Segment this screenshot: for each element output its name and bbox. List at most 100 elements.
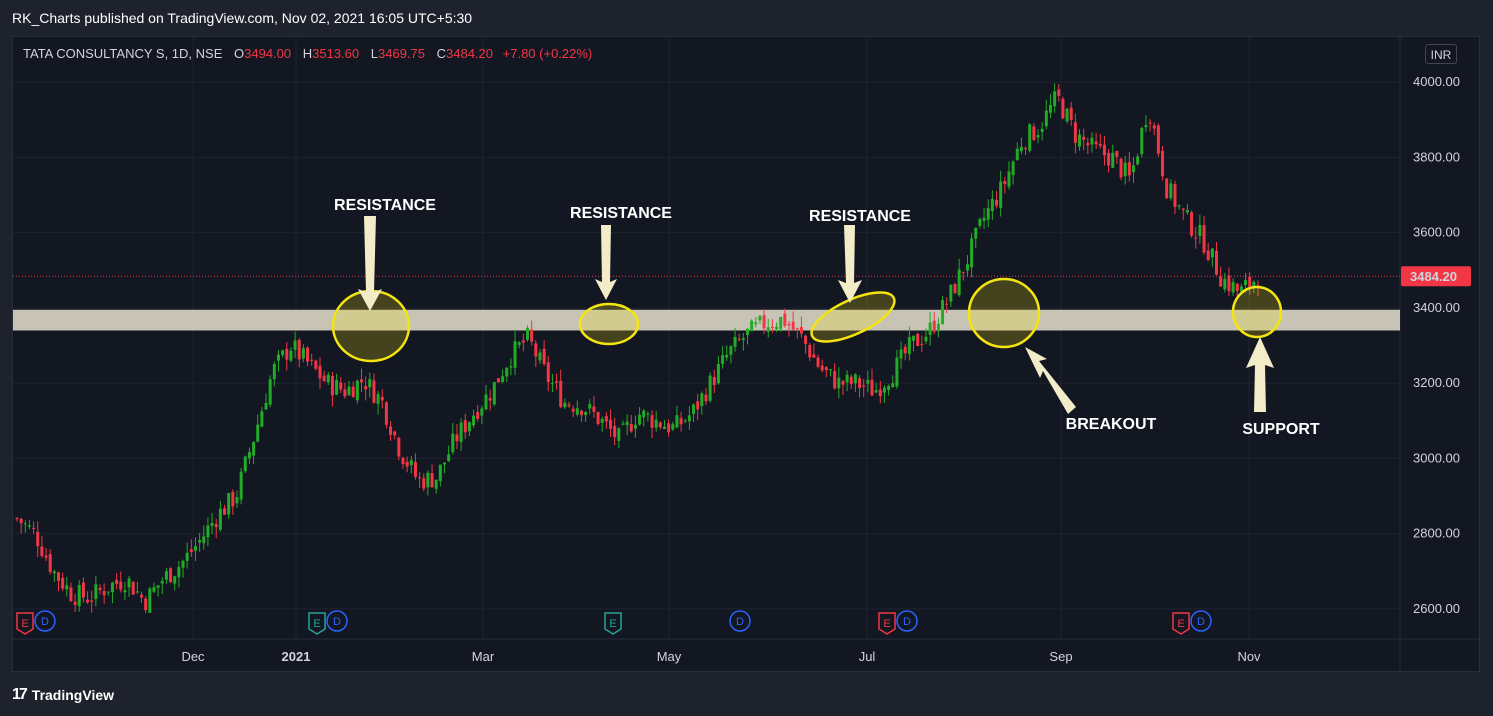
candle-body — [795, 328, 799, 330]
candle-body — [1239, 286, 1243, 292]
candle-body — [633, 424, 637, 429]
candle-body — [36, 531, 40, 547]
candle-body — [231, 492, 235, 507]
candle-body — [1223, 278, 1227, 290]
dividend-event-icon — [326, 610, 348, 632]
candle-body — [687, 415, 691, 422]
candle-body — [920, 343, 924, 345]
candle-body — [492, 381, 496, 405]
candle-body — [841, 381, 845, 385]
candle-body — [588, 403, 592, 409]
candle-body — [1165, 178, 1169, 199]
candle-body — [264, 402, 268, 410]
candle-body — [621, 423, 625, 425]
candle-body — [127, 578, 131, 588]
candle-body — [393, 431, 397, 436]
candle-body — [596, 412, 600, 425]
candle-body — [849, 376, 853, 385]
candle-body — [426, 472, 430, 488]
candle-body — [15, 518, 19, 520]
candle-body — [314, 360, 318, 369]
candle-body — [712, 377, 716, 386]
candle-body — [733, 336, 737, 347]
y-tick-label: 3800.00 — [1413, 149, 1460, 164]
candle-body — [297, 339, 301, 360]
candle-body — [268, 379, 272, 405]
annotation-arrow — [1025, 347, 1076, 414]
candle-body — [359, 379, 363, 383]
candle-body — [185, 552, 189, 561]
y-tick-label: 3000.00 — [1413, 450, 1460, 465]
high-value: 3513.60 — [312, 46, 360, 61]
candle-body — [260, 411, 264, 427]
candle-body — [791, 321, 795, 330]
candle-body — [98, 587, 102, 591]
candle-body — [1015, 148, 1019, 161]
candle-body — [434, 479, 438, 489]
candle-body — [310, 359, 314, 361]
candle-body — [866, 379, 870, 384]
candle-body — [181, 560, 185, 568]
candle-body — [252, 441, 256, 456]
candle-body — [526, 327, 530, 340]
currency-button[interactable]: INR — [1425, 44, 1457, 64]
candle-body — [571, 408, 575, 412]
earnings-event-icon — [308, 612, 326, 635]
candle-body — [322, 375, 326, 382]
candle-body — [1082, 136, 1086, 140]
earnings-event-label: E — [883, 618, 890, 630]
chart-frame[interactable]: RESISTANCE RESISTANCE RESISTANCE BREAKOUT SU… — [12, 36, 1480, 672]
candle-body — [903, 346, 907, 354]
candle-body — [123, 590, 127, 593]
candle-body — [957, 269, 961, 296]
candle-body — [119, 581, 123, 590]
candle-body — [928, 322, 932, 335]
candle-body — [1219, 276, 1223, 287]
candle-body — [422, 478, 426, 489]
candle-body — [924, 336, 928, 342]
candlestick-chart[interactable]: RESISTANCE RESISTANCE RESISTANCE BREAKOUT SU… — [13, 37, 1479, 671]
candle-body — [970, 238, 974, 268]
candle-body — [152, 587, 156, 592]
candle-body — [306, 347, 310, 362]
candle-body — [106, 591, 110, 593]
candle-body — [982, 217, 986, 221]
footer-brand[interactable]: 17 TradingView — [12, 686, 114, 704]
candle-body — [347, 386, 351, 396]
candle-body — [974, 227, 978, 239]
candle-body — [1032, 126, 1036, 141]
candle-body — [1111, 152, 1115, 168]
candle-body — [455, 434, 459, 442]
candle-body — [1057, 89, 1061, 96]
last-price-badge — [1401, 266, 1471, 287]
earnings-event-label: E — [609, 618, 616, 630]
candle-body — [704, 394, 708, 402]
earnings-event-label: E — [1177, 618, 1184, 630]
candle-body — [389, 426, 393, 435]
candle-body — [476, 411, 480, 419]
high-label: H — [302, 46, 313, 61]
candle-body — [376, 394, 380, 404]
candle-body — [882, 387, 886, 393]
candle-body — [907, 337, 911, 354]
candle-body — [1119, 158, 1123, 178]
candle-body — [675, 415, 679, 428]
candle-body — [592, 406, 596, 412]
candle-body — [912, 335, 916, 341]
candle-body — [517, 342, 521, 345]
candle-body — [235, 497, 239, 504]
candle-body — [409, 460, 413, 466]
candle-body — [932, 320, 936, 332]
candle-body — [1086, 142, 1090, 146]
dividend-event-icon — [1190, 610, 1212, 632]
candle-body — [953, 284, 957, 294]
candle-body — [23, 523, 27, 525]
x-tick-label: Nov — [1237, 649, 1261, 664]
candle-body — [708, 375, 712, 401]
candle-body — [115, 579, 119, 584]
candle-body — [936, 323, 940, 332]
candle-body — [239, 471, 243, 500]
candle-body — [509, 366, 513, 368]
candle-body — [467, 422, 471, 432]
candle-body — [878, 389, 882, 397]
